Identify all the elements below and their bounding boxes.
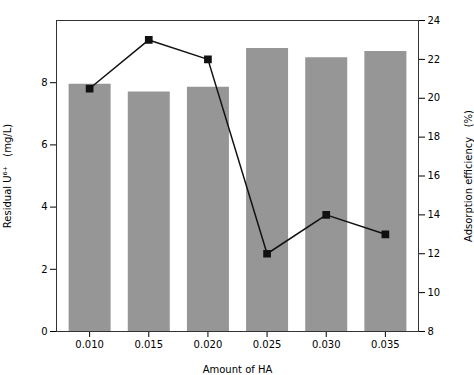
- svg-text:0.030: 0.030: [312, 339, 341, 350]
- svg-text:14: 14: [428, 209, 441, 220]
- svg-text:4: 4: [41, 201, 47, 212]
- svg-text:0.020: 0.020: [194, 339, 223, 350]
- svg-text:10: 10: [428, 287, 441, 298]
- svg-text:16: 16: [428, 170, 441, 181]
- svg-text:0: 0: [41, 326, 47, 337]
- svg-text:12: 12: [428, 248, 441, 259]
- svg-text:24: 24: [428, 15, 441, 26]
- svg-text:22: 22: [428, 54, 441, 65]
- svg-text:0.035: 0.035: [371, 339, 400, 350]
- svg-text:Adsorption efficiency (%): Adsorption efficiency (%): [463, 110, 474, 242]
- svg-text:8: 8: [428, 326, 434, 337]
- svg-text:18: 18: [428, 131, 441, 142]
- svg-text:6: 6: [41, 139, 47, 150]
- svg-text:8: 8: [41, 77, 47, 88]
- svg-text:Residual U⁶⁺ (mg/L): Residual U⁶⁺ (mg/L): [2, 124, 13, 228]
- svg-text:2: 2: [41, 264, 47, 275]
- svg-text:0.015: 0.015: [134, 339, 163, 350]
- svg-text:0.025: 0.025: [253, 339, 282, 350]
- svg-text:20: 20: [428, 92, 441, 103]
- svg-text:Amount of HA: Amount of HA: [203, 364, 273, 375]
- svg-text:0.010: 0.010: [75, 339, 104, 350]
